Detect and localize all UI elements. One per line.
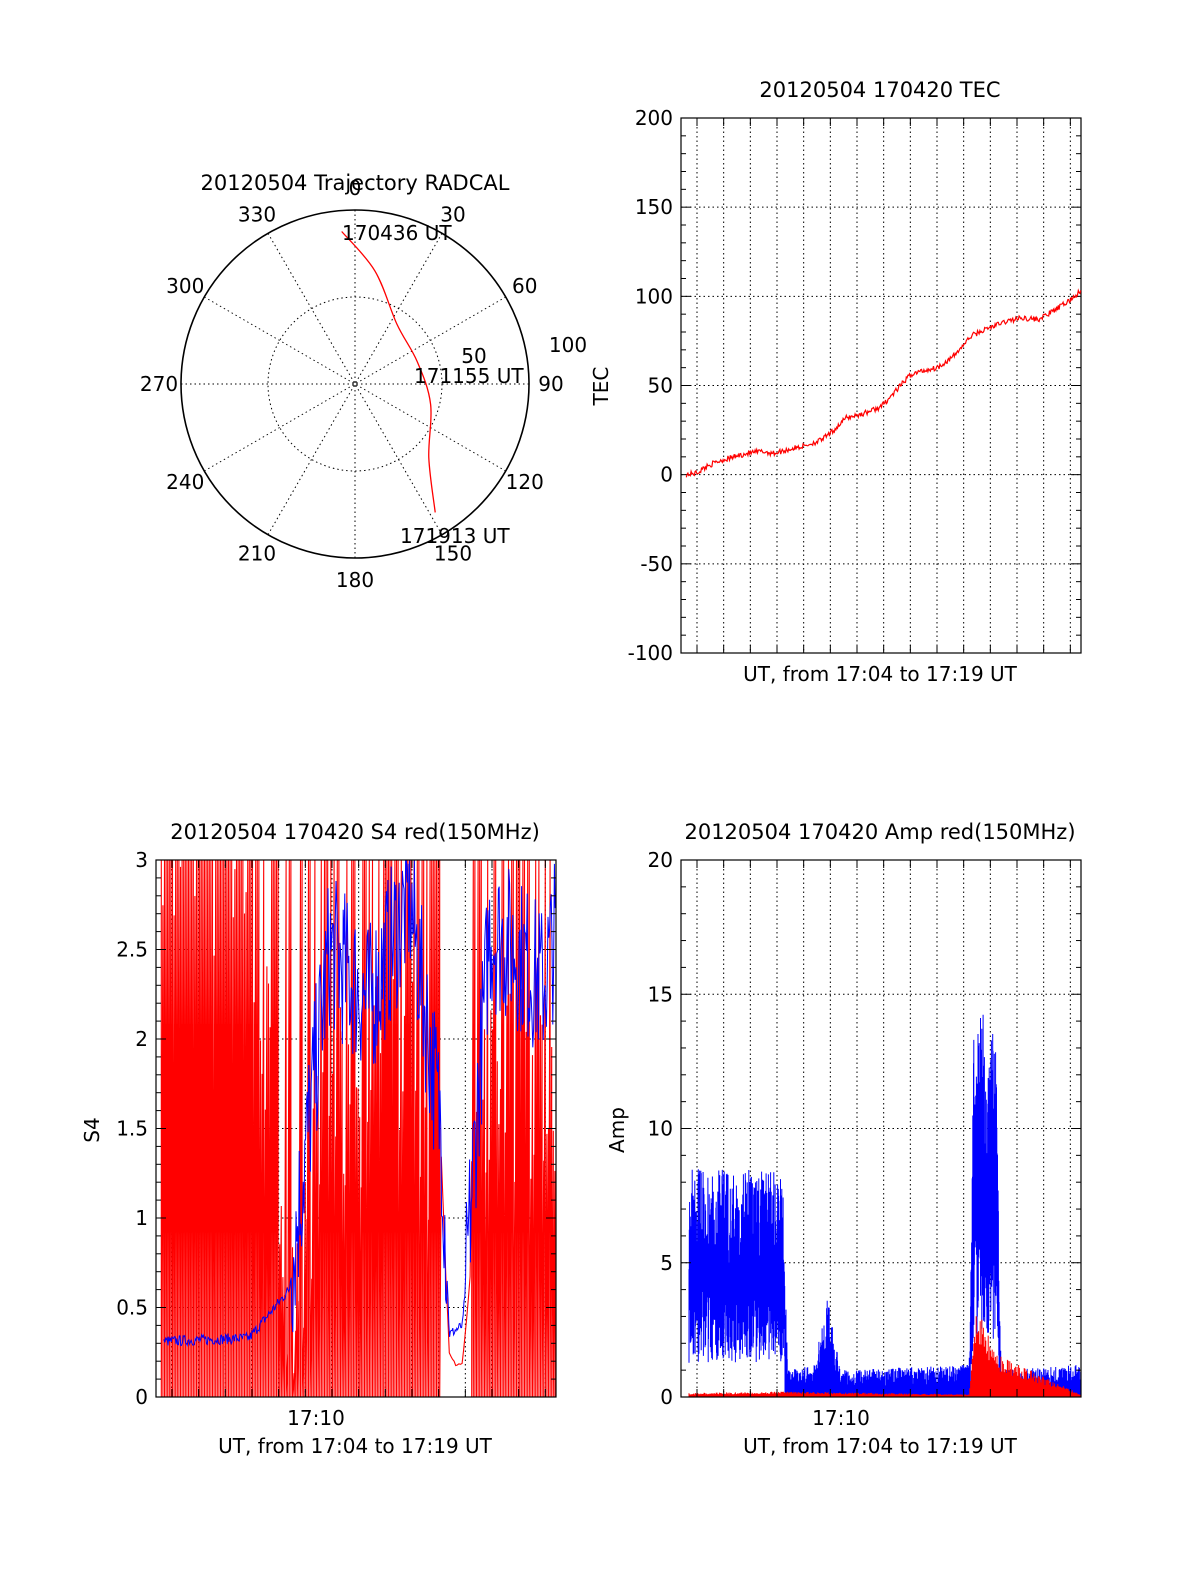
s4-blue-line (163, 859, 557, 1348)
tec-x-axis-label: UT, from 17:04 to 17:19 UT (743, 662, 1018, 686)
amp-red-series (688, 1316, 1082, 1397)
s4-ytick-label: 2.5 (116, 938, 148, 962)
polar-angle-label: 90 (538, 372, 563, 396)
amp-red-line (688, 1316, 1082, 1397)
tec-grid (681, 117, 1081, 654)
s4-ytick-label: 2 (135, 1027, 148, 1051)
amp-y-axis-label: Amp (605, 1107, 629, 1153)
s4-ytick-label: 1.5 (116, 1117, 148, 1141)
s4-tick-marks (156, 859, 556, 1398)
tec-y-tick-labels: 200 150 100 50 0 -50 -100 (628, 106, 673, 665)
tec-ytick-label: -50 (640, 552, 673, 576)
trajectory-mid-label: 171155 UT (414, 364, 524, 388)
s4-y-axis-label: S4 (80, 1117, 104, 1142)
tec-ytick-label: -100 (628, 641, 673, 665)
s4-ytick-label: 0.5 (116, 1296, 148, 1320)
tec-panel: 20120504 170420 TEC 200150100500-50-100 … (589, 78, 1082, 686)
s4-x-axis-label: UT, from 17:04 to 17:19 UT (218, 1434, 493, 1458)
amp-x-axis-label: UT, from 17:04 to 17:19 UT (743, 1434, 1018, 1458)
polar-radial-labels: 50 100 (461, 333, 587, 368)
polar-angle-label: 300 (166, 274, 204, 298)
trajectory-line (341, 231, 436, 513)
s4-title: 20120504 170420 S4 red(150MHz) (170, 820, 540, 844)
amp-ytick-label: 15 (648, 982, 673, 1006)
amp-ytick-label: 5 (660, 1251, 673, 1275)
polar-trajectory-panel: 20120504 Trajectory RADCAL 0 30 60 90 120 150… (140, 171, 587, 592)
s4-panel: 20120504 170420 S4 red(150MHz) 3 2.5 2 1.5 1… (80, 820, 557, 1458)
trajectory-end-label: 171913 UT (400, 524, 510, 548)
amp-ytick-label: 10 (648, 1117, 673, 1141)
tec-ytick-label: 100 (635, 284, 673, 308)
s4-red-line (160, 859, 556, 1398)
s4-blue-series (163, 859, 557, 1348)
polar-angle-label: 150 (434, 542, 472, 566)
tec-y-axis-label: TEC (589, 367, 613, 407)
trajectory-start-label: 170436 UT (342, 221, 452, 245)
polar-angle-label: 270 (140, 372, 178, 396)
polar-angle-label: 120 (506, 470, 544, 494)
s4-y-tick-labels: 3 2.5 2 1.5 1 0.5 0 (116, 848, 148, 1409)
polar-angle-label: 0 (349, 176, 362, 200)
polar-grid (180, 209, 530, 559)
polar-angle-labels: 0 30 60 90 120 150 180 210 240 270 300 330 (140, 176, 564, 592)
amp-x-tick-label: 17:10 (812, 1406, 870, 1430)
polar-radial-label: 100 (549, 333, 587, 357)
amp-ytick-label: 20 (648, 848, 673, 872)
s4-red-series (160, 859, 556, 1398)
tec-title: 20120504 170420 TEC (759, 78, 1000, 102)
tec-tick-marks (681, 117, 1081, 654)
tec-ytick-label: 0 (660, 463, 673, 487)
s4-ytick-label: 3 (135, 848, 148, 872)
tec-ytick-label: 200 (635, 106, 673, 130)
amp-title: 20120504 170420 Amp red(150MHz) (684, 820, 1075, 844)
amp-panel: 20120504 170420 Amp red(150MHz) 20 15 10 5 0… (605, 820, 1082, 1458)
s4-ytick-label: 1 (135, 1206, 148, 1230)
polar-angle-label: 180 (336, 568, 374, 592)
amp-y-tick-labels: 20 15 10 5 0 (648, 848, 673, 1409)
tec-series-line (685, 288, 1082, 478)
tec-ytick-label: 50 (648, 374, 673, 398)
polar-radial-label: 50 (461, 344, 486, 368)
amp-blue-line (688, 1014, 1082, 1397)
amp-ytick-label: 0 (660, 1385, 673, 1409)
polar-angle-label: 330 (238, 202, 276, 226)
polar-angle-label: 210 (238, 542, 276, 566)
polar-title: 20120504 Trajectory RADCAL (201, 171, 510, 195)
s4-x-tick-label: 17:10 (287, 1406, 345, 1430)
tec-ytick-label: 150 (635, 195, 673, 219)
s4-ytick-label: 0 (135, 1385, 148, 1409)
polar-angle-label: 30 (440, 202, 465, 226)
polar-angle-label: 240 (166, 470, 204, 494)
amp-blue-series (688, 1014, 1082, 1397)
polar-angle-label: 60 (512, 274, 537, 298)
amp-tick-marks (681, 859, 1081, 1398)
